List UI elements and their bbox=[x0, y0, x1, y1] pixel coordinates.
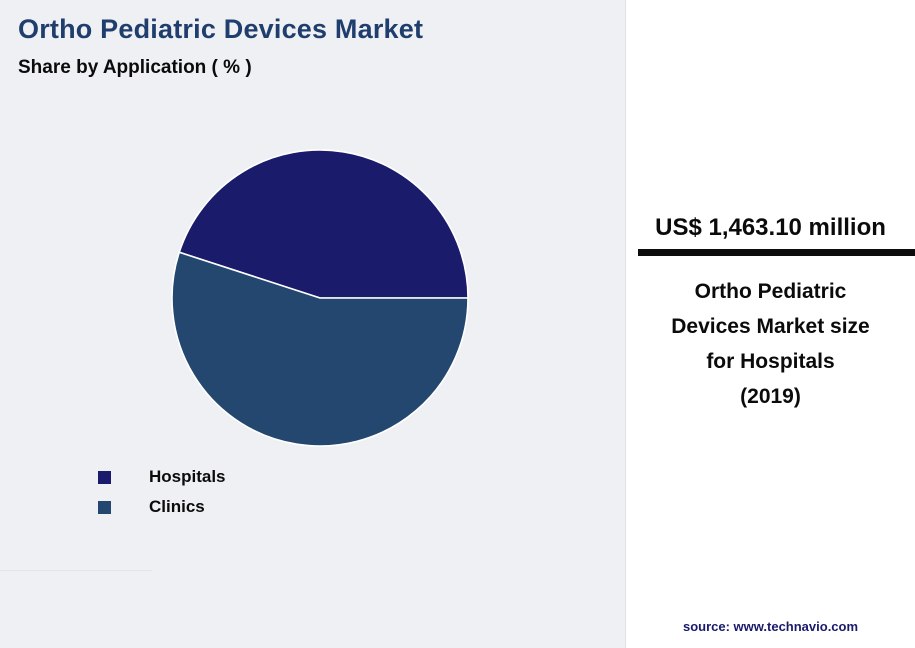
legend-item-clinics: Clinics bbox=[98, 492, 226, 522]
pie-slice-clinics bbox=[171, 251, 469, 447]
page-subtitle: Share by Application ( % ) bbox=[18, 57, 252, 78]
side-panel: US$ 1,463.10 million Ortho Pediatric Dev… bbox=[625, 0, 915, 648]
chart-legend: Hospitals Clinics bbox=[98, 462, 226, 522]
hospitals-color-swatch bbox=[98, 470, 111, 484]
description-line: Devices Market size bbox=[671, 315, 870, 338]
underline-bar bbox=[638, 249, 915, 256]
description-line: for Hospitals bbox=[706, 350, 835, 373]
market-size-value: US$ 1,463.10 million bbox=[655, 214, 886, 241]
market-size-description: Ortho Pediatric Devices Market size for … bbox=[636, 274, 905, 414]
page-title: Ortho Pediatric Devices Market bbox=[18, 14, 424, 44]
description-line: (2019) bbox=[740, 385, 801, 408]
clinics-color-swatch bbox=[98, 500, 111, 514]
pie-chart bbox=[171, 149, 469, 447]
divider-line bbox=[0, 570, 152, 571]
legend-label-hospitals: Hospitals bbox=[149, 467, 226, 486]
legend-item-hospitals: Hospitals bbox=[98, 462, 226, 492]
pie-slice-hospitals bbox=[178, 149, 469, 299]
source-credit: source: www.technavio.com bbox=[682, 619, 859, 634]
description-line: Ortho Pediatric bbox=[694, 280, 847, 303]
legend-label-clinics: Clinics bbox=[149, 497, 205, 516]
